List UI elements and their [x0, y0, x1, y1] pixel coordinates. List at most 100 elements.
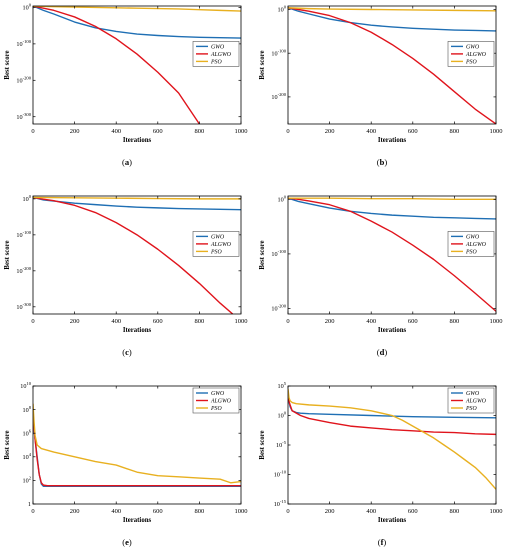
legend-label-gwo: GWO [466, 234, 480, 240]
series-line-gwo [288, 7, 496, 32]
legend-label-algwo: ALGWO [465, 399, 487, 405]
panel-caption-close: ) [129, 157, 132, 167]
y-tick-base: 10 [16, 77, 22, 84]
y-tick-label: 10-15 [274, 499, 287, 508]
y-tick-label: 106 [23, 428, 32, 437]
y-tick-label: 105 [278, 381, 287, 390]
y-tick-exponent: 0 [284, 5, 287, 10]
y-tick-base: 10 [274, 472, 280, 479]
x-tick-label: 200 [70, 128, 80, 135]
chart-panel-d: 0 200 400 600 800 100010010-10010-200Iteratio… [259, 194, 503, 357]
y-tick-label: 100 [23, 3, 32, 12]
y-axis-label: Best score [4, 50, 11, 79]
x-tick-label: 0 [31, 508, 34, 515]
y-tick-base: 10 [271, 94, 277, 101]
panel-caption-letter: b [380, 157, 385, 167]
y-tick-label: 100 [278, 5, 287, 14]
x-tick-label: 200 [325, 508, 335, 515]
series-line-algwo [288, 397, 496, 436]
y-tick-exponent: -200 [23, 266, 32, 271]
y-tick-label: 10-10 [274, 470, 287, 479]
y-tick-label: 10-200 [16, 75, 31, 84]
x-tick-label: 200 [70, 318, 80, 325]
y-tick-base: 10 [16, 41, 22, 48]
x-tick-label: 200 [325, 128, 335, 135]
y-tick-exponent: 10 [26, 381, 31, 386]
y-tick-exponent: -200 [278, 92, 287, 97]
x-tick-label: 1000 [490, 508, 503, 515]
y-tick-label: 108 [23, 405, 32, 414]
panel-caption-close: ) [384, 347, 387, 357]
chart-panel-a: 0 200 400 600 800 100010010-10010-20010-300It… [4, 3, 248, 167]
y-axis-label: Best score [259, 240, 266, 269]
x-tick-label: 0 [31, 318, 34, 325]
series-line-algwo [288, 7, 496, 124]
panel-caption-close: ) [383, 537, 386, 547]
y-tick-exponent: -200 [278, 304, 287, 309]
panel-caption-open: ( [377, 347, 380, 357]
series-line-algwo [288, 197, 496, 312]
y-tick-base: 10 [16, 268, 22, 275]
legend-label-pso: PSO [465, 59, 477, 65]
panel-caption-letter: d [380, 347, 385, 357]
x-tick-label: 0 [286, 128, 289, 135]
x-tick-label: 200 [325, 318, 335, 325]
y-tick-base: 10 [278, 7, 284, 14]
legend-label-pso: PSO [210, 406, 222, 412]
legend-label-gwo: GWO [466, 391, 480, 397]
y-tick-base: 10 [23, 454, 29, 461]
legend-label-gwo: GWO [211, 391, 225, 397]
x-tick-label: 800 [450, 508, 460, 515]
legend-label-pso: PSO [210, 249, 222, 255]
y-tick-exponent: -100 [278, 249, 287, 254]
series-line-gwo [33, 6, 241, 39]
y-tick-exponent: -300 [23, 302, 32, 307]
y-tick-label: 10-200 [271, 304, 286, 313]
panel-caption: (c) [122, 347, 132, 357]
panel-caption-close: ) [129, 347, 132, 357]
y-tick-exponent: -10 [280, 470, 287, 475]
y-axis-label: Best score [259, 430, 266, 459]
legend-label-gwo: GWO [466, 44, 480, 50]
chart-panel-b: 0 200 400 600 800 100010010-10010-200Iteratio… [259, 5, 503, 167]
y-tick-label: 10-100 [271, 48, 286, 57]
series-line-gwo [288, 197, 496, 220]
x-tick-label: 1000 [490, 318, 503, 325]
y-tick-exponent: 6 [29, 428, 32, 433]
x-axis-label: Iterations [378, 137, 407, 144]
series-line-pso [33, 403, 241, 484]
y-tick-base: 10 [23, 478, 29, 485]
x-tick-label: 0 [286, 508, 289, 515]
x-tick-label: 600 [408, 508, 418, 515]
x-tick-label: 800 [450, 318, 460, 325]
y-axis-label: Best score [259, 50, 266, 79]
y-tick-base: 10 [23, 407, 29, 414]
y-axis-label: Best score [4, 430, 11, 459]
y-tick-base: 10 [271, 306, 277, 313]
panel-caption-close: ) [129, 537, 132, 547]
legend-label-pso: PSO [465, 406, 477, 412]
y-tick-base: 10 [16, 232, 22, 239]
legend-label-algwo: ALGWO [210, 52, 232, 58]
legend-label-algwo: ALGWO [210, 399, 232, 405]
panel-caption-letter: e [125, 537, 129, 547]
y-tick-base: 10 [271, 251, 277, 258]
y-tick-exponent: -5 [282, 440, 287, 445]
series-line-pso [33, 196, 241, 200]
panel-caption-letter: f [381, 537, 384, 547]
y-tick-base: 10 [16, 114, 22, 121]
x-tick-label: 800 [195, 508, 205, 515]
y-tick-exponent: 0 [284, 194, 287, 199]
y-tick-exponent: 5 [284, 381, 287, 386]
legend-label-gwo: GWO [211, 234, 225, 240]
panel-caption-open: ( [378, 537, 381, 547]
y-tick-base: 10 [274, 501, 280, 508]
x-axis-label: Iterations [123, 517, 152, 524]
plot-frame [287, 5, 497, 125]
